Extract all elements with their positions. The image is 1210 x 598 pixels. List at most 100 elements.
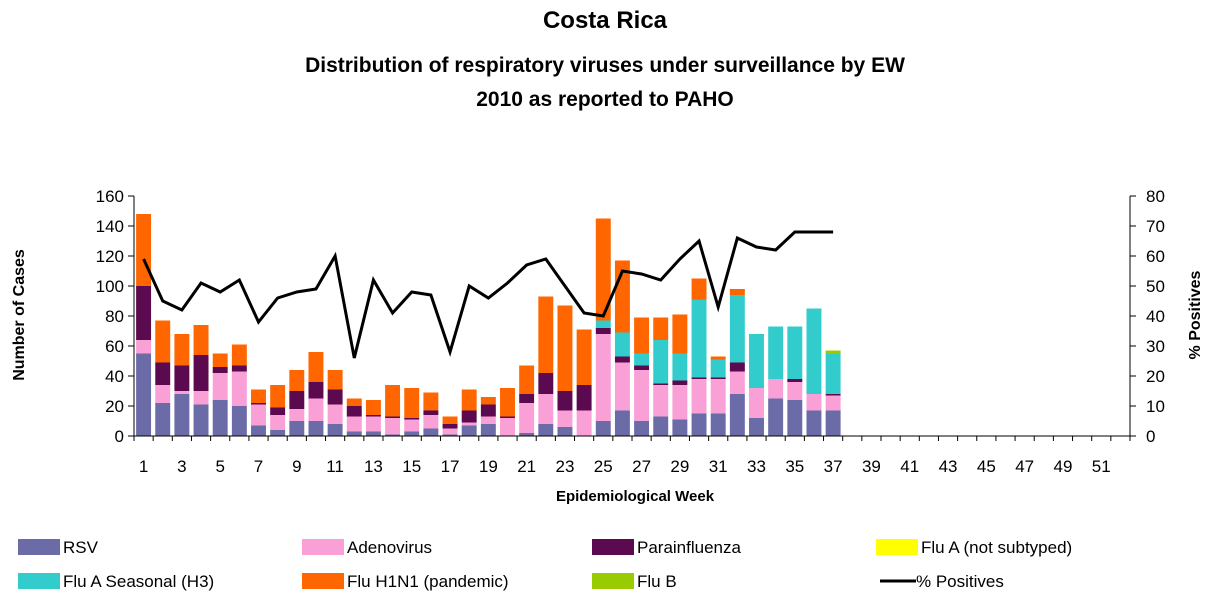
bar-adenovirus-week-24 (576, 410, 592, 436)
bar-flu-h1n1-pandemic-week-1 (136, 214, 152, 286)
bar-flu-a-seasonal-h3-week-29 (672, 353, 688, 381)
bar-adenovirus-week-34 (768, 379, 784, 399)
bar-parainfluenza-week-9 (289, 391, 305, 409)
bar-flu-h1n1-pandemic-week-15 (404, 388, 420, 418)
bar-flu-h1n1-pandemic-week-11 (327, 370, 343, 390)
bar-parainfluenza-week-6 (231, 365, 247, 372)
x-tick-label-43: 43 (939, 457, 958, 476)
bar-adenovirus-week-21 (519, 403, 535, 433)
x-tick-label-21: 21 (517, 457, 536, 476)
x-tick-label-31: 31 (709, 457, 728, 476)
bar-parainfluenza-week-19 (480, 404, 496, 417)
bar-rsv-week-34 (768, 398, 784, 436)
bar-adenovirus-week-9 (289, 409, 305, 421)
bar-adenovirus-week-30 (691, 379, 707, 414)
legend-swatch-adenovirus (302, 539, 344, 555)
bar-flu-h1n1-pandemic-week-18 (461, 389, 477, 411)
bar-rsv-week-22 (538, 424, 554, 436)
bar-flu-h1n1-pandemic-week-19 (480, 397, 496, 405)
bar-flu-h1n1-pandemic-week-6 (231, 344, 247, 366)
bar-parainfluenza-week-24 (576, 385, 592, 411)
bars-group (136, 214, 841, 436)
bar-flu-h1n1-pandemic-week-13 (365, 400, 381, 415)
bar-parainfluenza-week-26 (614, 356, 630, 363)
line-layer (142, 230, 834, 359)
y-axis-label: Number of Cases (11, 249, 28, 381)
bar-adenovirus-week-2 (155, 385, 171, 403)
y2-tick-label-60: 60 (1146, 247, 1165, 266)
bar-rsv-week-15 (404, 431, 420, 436)
bar-flu-h1n1-pandemic-week-30 (691, 278, 707, 300)
bar-rsv-week-36 (806, 410, 822, 436)
bar-flu-h1n1-pandemic-week-17 (442, 416, 458, 424)
bar-parainfluenza-week-37 (825, 394, 841, 396)
y2-tick-label-0: 0 (1146, 427, 1155, 446)
bar-parainfluenza-week-8 (270, 407, 286, 415)
bar-adenovirus-week-33 (749, 388, 764, 418)
bar-flu-h1n1-pandemic-week-31 (710, 356, 726, 360)
bar-rsv-week-2 (155, 403, 171, 436)
bar-adenovirus-week-32 (729, 371, 745, 394)
bar-flu-h1n1-pandemic-week-14 (385, 385, 401, 417)
bar-parainfluenza-week-13 (365, 415, 381, 417)
bar-adenovirus-week-13 (365, 416, 381, 432)
bar-adenovirus-week-27 (634, 370, 650, 421)
bar-parainfluenza-week-4 (193, 355, 209, 391)
bar-rsv-week-27 (634, 421, 650, 436)
y2-tick-label-30: 30 (1146, 337, 1165, 356)
bar-rsv-week-19 (480, 424, 496, 436)
bar-flu-h1n1-pandemic-week-16 (423, 392, 439, 411)
bar-adenovirus-week-28 (653, 385, 669, 417)
y-tick-label-140: 140 (96, 217, 124, 236)
bar-flu-h1n1-pandemic-week-21 (519, 365, 535, 394)
bar-flu-a-seasonal-h3-week-37 (825, 353, 841, 394)
bar-rsv-week-31 (710, 413, 726, 436)
x-tick-label-47: 47 (1015, 457, 1034, 476)
bar-rsv-week-16 (423, 428, 439, 436)
y2-tick-label-70: 70 (1146, 217, 1165, 236)
x-axis-label: Epidemiological Week (556, 488, 715, 505)
legend-label-flu-b: Flu B (637, 572, 677, 591)
bar-rsv-week-28 (653, 416, 669, 436)
bar-flu-h1n1-pandemic-week-8 (270, 385, 286, 408)
y2-tick-label-50: 50 (1146, 277, 1165, 296)
bar-rsv-week-8 (270, 430, 286, 436)
legend-swatch-flu-h1n1-pandemic (302, 573, 344, 589)
bar-parainfluenza-week-2 (155, 362, 171, 385)
bar-rsv-week-6 (231, 406, 247, 436)
bar-parainfluenza-week-15 (404, 418, 420, 420)
bar-flu-h1n1-pandemic-week-22 (538, 296, 554, 373)
bar-parainfluenza-week-14 (385, 416, 401, 418)
legend-label-rsv: RSV (63, 538, 99, 557)
bar-rsv-week-11 (327, 424, 343, 436)
y-tick-label-60: 60 (105, 337, 124, 356)
bar-flu-h1n1-pandemic-week-9 (289, 370, 305, 391)
bar-rsv-week-21 (519, 433, 535, 436)
bar-flu-h1n1-pandemic-week-32 (729, 289, 745, 295)
bar-parainfluenza-week-35 (787, 379, 803, 382)
x-tick-label-27: 27 (632, 457, 651, 476)
bar-parainfluenza-week-16 (423, 410, 439, 415)
bar-parainfluenza-week-7 (251, 403, 266, 405)
bar-flu-a-seasonal-h3-week-33 (749, 334, 764, 388)
x-tick-label-13: 13 (364, 457, 383, 476)
bar-adenovirus-week-4 (193, 391, 209, 405)
y-tick-label-0: 0 (115, 427, 124, 446)
bar-adenovirus-week-7 (251, 404, 266, 426)
bar-rsv-week-7 (251, 425, 266, 436)
y2-tick-label-20: 20 (1146, 367, 1165, 386)
bar-adenovirus-week-23 (557, 410, 573, 427)
bar-flu-h1n1-pandemic-week-24 (576, 329, 592, 385)
x-tick-label-3: 3 (177, 457, 186, 476)
legend-swatch-rsv (18, 539, 60, 555)
legend-swatch-flu-a-seasonal-h3 (18, 573, 60, 589)
bar-flu-h1n1-pandemic-week-12 (346, 398, 362, 406)
bar-adenovirus-week-5 (212, 373, 228, 400)
legend-swatch-flu-a-not-subtyped (876, 539, 918, 555)
bar-flu-a-seasonal-h3-week-32 (729, 295, 745, 363)
bar-flu-a-seasonal-h3-week-36 (806, 308, 822, 394)
bar-parainfluenza-week-1 (136, 286, 152, 340)
y2-tick-label-80: 80 (1146, 187, 1165, 206)
bar-adenovirus-week-16 (423, 415, 439, 429)
bar-rsv-week-29 (672, 419, 688, 436)
